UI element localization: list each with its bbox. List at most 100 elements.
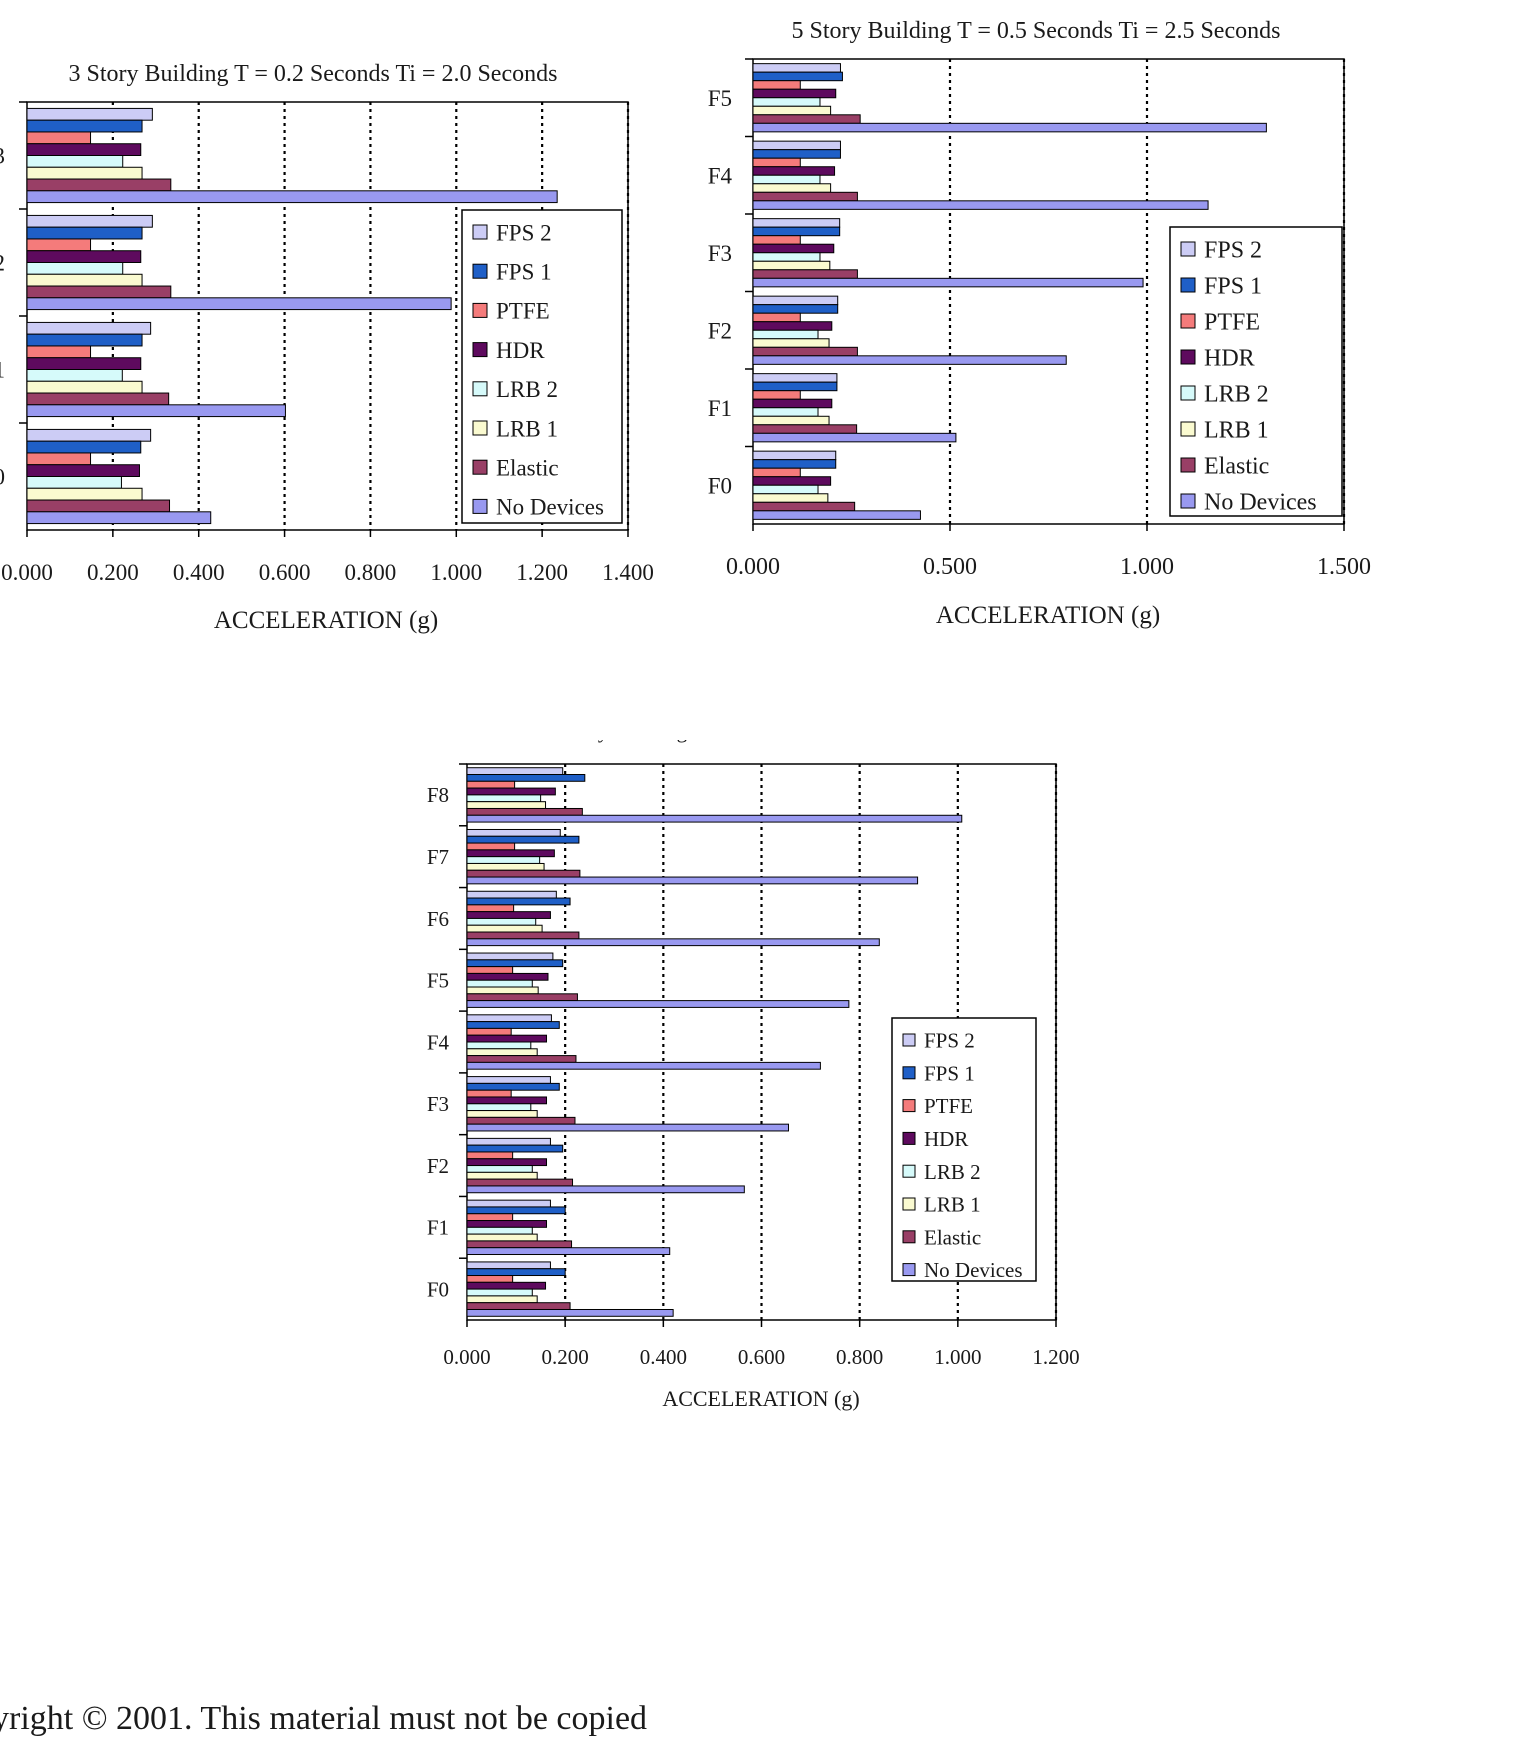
bar	[466, 931, 580, 940]
chart-5-story: 5 Story Building T = 0.5 Seconds Ti = 2.…	[708, 18, 1371, 629]
bar	[26, 392, 170, 406]
legend-swatch	[1180, 385, 1196, 401]
bar	[466, 917, 537, 926]
legend-swatch	[472, 302, 488, 318]
bar	[752, 140, 841, 151]
bar	[26, 357, 142, 371]
bar	[466, 1048, 538, 1057]
legend-label: FPS 1	[1204, 274, 1262, 300]
x-tick-label: 0.200	[542, 1345, 589, 1369]
legend-label: No Devices	[924, 1258, 1023, 1282]
legend-label: FPS 2	[1204, 238, 1262, 264]
bar	[752, 105, 832, 116]
y-category-label: F6	[427, 907, 449, 931]
bar	[752, 467, 801, 478]
bar	[466, 1220, 548, 1228]
bar	[26, 369, 123, 382]
bar	[466, 959, 564, 968]
bar	[466, 1103, 532, 1112]
bar	[466, 1082, 560, 1091]
y-category-label: F0	[427, 1277, 449, 1301]
bar	[466, 1275, 514, 1283]
bar	[26, 345, 92, 359]
bar	[26, 226, 143, 240]
bar	[466, 911, 551, 919]
legend-label: Elastic	[924, 1225, 981, 1249]
legend-swatch	[472, 459, 488, 475]
bar	[466, 1185, 745, 1194]
bar	[752, 493, 829, 503]
y-category-label: F2	[427, 1154, 449, 1178]
y-category-label: F5	[708, 86, 732, 111]
bar	[466, 1295, 538, 1304]
bar	[752, 63, 841, 73]
bar	[466, 1268, 566, 1277]
bar	[26, 404, 286, 418]
bar	[466, 1027, 512, 1036]
legend-swatch	[1180, 349, 1196, 365]
bar	[26, 511, 212, 525]
legend-label: FPS 1	[924, 1061, 975, 1085]
legend-label: FPS 1	[496, 259, 552, 284]
legend-swatch	[902, 1197, 916, 1211]
bar	[752, 390, 801, 400]
legend-label: No Devices	[496, 495, 604, 520]
x-tick-label: 1.000	[934, 1345, 981, 1369]
y-category-label: F2	[708, 318, 732, 343]
bar	[752, 235, 801, 245]
bar	[26, 380, 143, 394]
bar	[466, 787, 556, 796]
bar	[26, 166, 143, 180]
bar	[752, 304, 839, 314]
bar	[466, 876, 919, 885]
bar	[466, 1247, 671, 1256]
bar	[466, 904, 515, 913]
bar	[466, 774, 586, 782]
bar	[752, 218, 841, 228]
bar	[752, 312, 801, 323]
bar	[466, 1165, 533, 1173]
x-tick-label: 0.600	[259, 560, 311, 585]
legend-swatch	[1180, 493, 1196, 509]
bar	[752, 122, 1267, 133]
bar	[752, 252, 821, 262]
y-category-label: 2	[0, 251, 5, 276]
bar	[466, 1076, 551, 1084]
x-tick-label: 0.500	[923, 554, 977, 580]
bar	[26, 250, 142, 263]
x-tick-label: 0.200	[87, 560, 139, 585]
bar	[26, 321, 152, 335]
bar	[466, 1261, 551, 1270]
bar	[466, 1089, 512, 1098]
legend-swatch	[902, 1230, 916, 1244]
bar	[752, 424, 858, 434]
bar	[466, 835, 580, 844]
legend-label: No Devices	[1204, 490, 1317, 516]
bar	[752, 277, 1144, 288]
legend-label: Elastic	[496, 455, 559, 480]
bar	[466, 1096, 548, 1105]
bar	[26, 428, 152, 442]
legend-swatch	[1180, 421, 1196, 437]
bar	[26, 452, 92, 466]
bar	[466, 1240, 573, 1249]
chart-8-story: 8 Story Building T = 1.0 Seconds Ti = 3.…	[427, 740, 1080, 1411]
bar	[466, 993, 578, 1002]
bar	[752, 459, 837, 469]
bar	[752, 295, 839, 306]
chart-title: 5 Story Building T = 0.5 Seconds Ti = 2.…	[792, 18, 1281, 44]
bar	[26, 178, 172, 192]
bar	[466, 938, 880, 947]
bar	[26, 297, 452, 311]
y-category-label: F5	[427, 969, 449, 993]
y-category-label: F8	[427, 783, 449, 807]
bar	[752, 398, 833, 409]
legend-label: LRB 2	[924, 1160, 981, 1184]
legend-swatch	[1180, 313, 1196, 329]
legend-swatch	[472, 381, 488, 397]
legend-label: HDR	[924, 1127, 968, 1151]
legend-label: LRB 2	[1204, 382, 1269, 408]
legend-box	[1169, 226, 1343, 517]
bar	[466, 814, 963, 823]
bar	[26, 285, 172, 299]
